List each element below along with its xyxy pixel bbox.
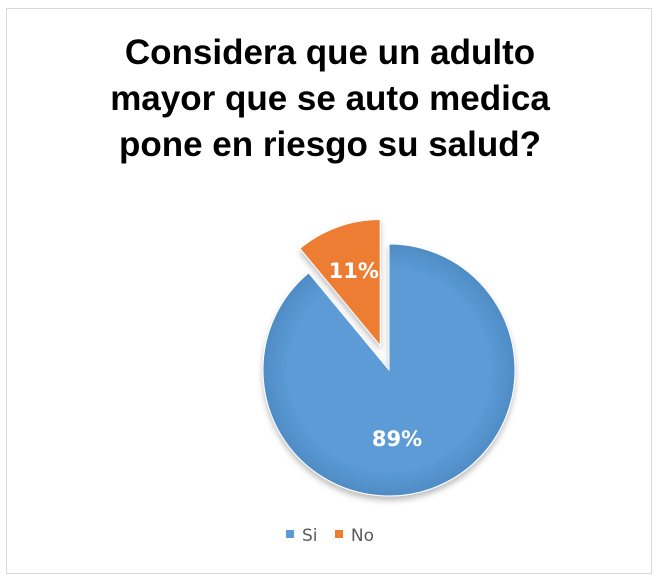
pie-label-si: 89% — [372, 427, 422, 451]
chart-title-line-1: Considera que un adulto — [124, 33, 536, 72]
chart-title: Considera que un adulto mayor que se aut… — [0, 30, 660, 168]
legend-label-si: Si — [301, 526, 318, 546]
legend-swatch-si — [285, 530, 294, 538]
legend-item-no: No — [334, 526, 375, 546]
pie-label-no: 11% — [329, 259, 379, 283]
legend-item-si: Si — [285, 526, 318, 546]
chart-title-line-2: mayor que se auto medica — [110, 79, 550, 118]
legend-swatch-no — [334, 530, 343, 538]
pie-slice-si — [262, 243, 516, 497]
chart-legend: Si No — [0, 526, 660, 546]
legend-label-no: No — [350, 526, 375, 546]
chart-title-line-3: pone en riesgo su salud? — [118, 125, 542, 164]
pie-slice-no — [299, 219, 381, 347]
